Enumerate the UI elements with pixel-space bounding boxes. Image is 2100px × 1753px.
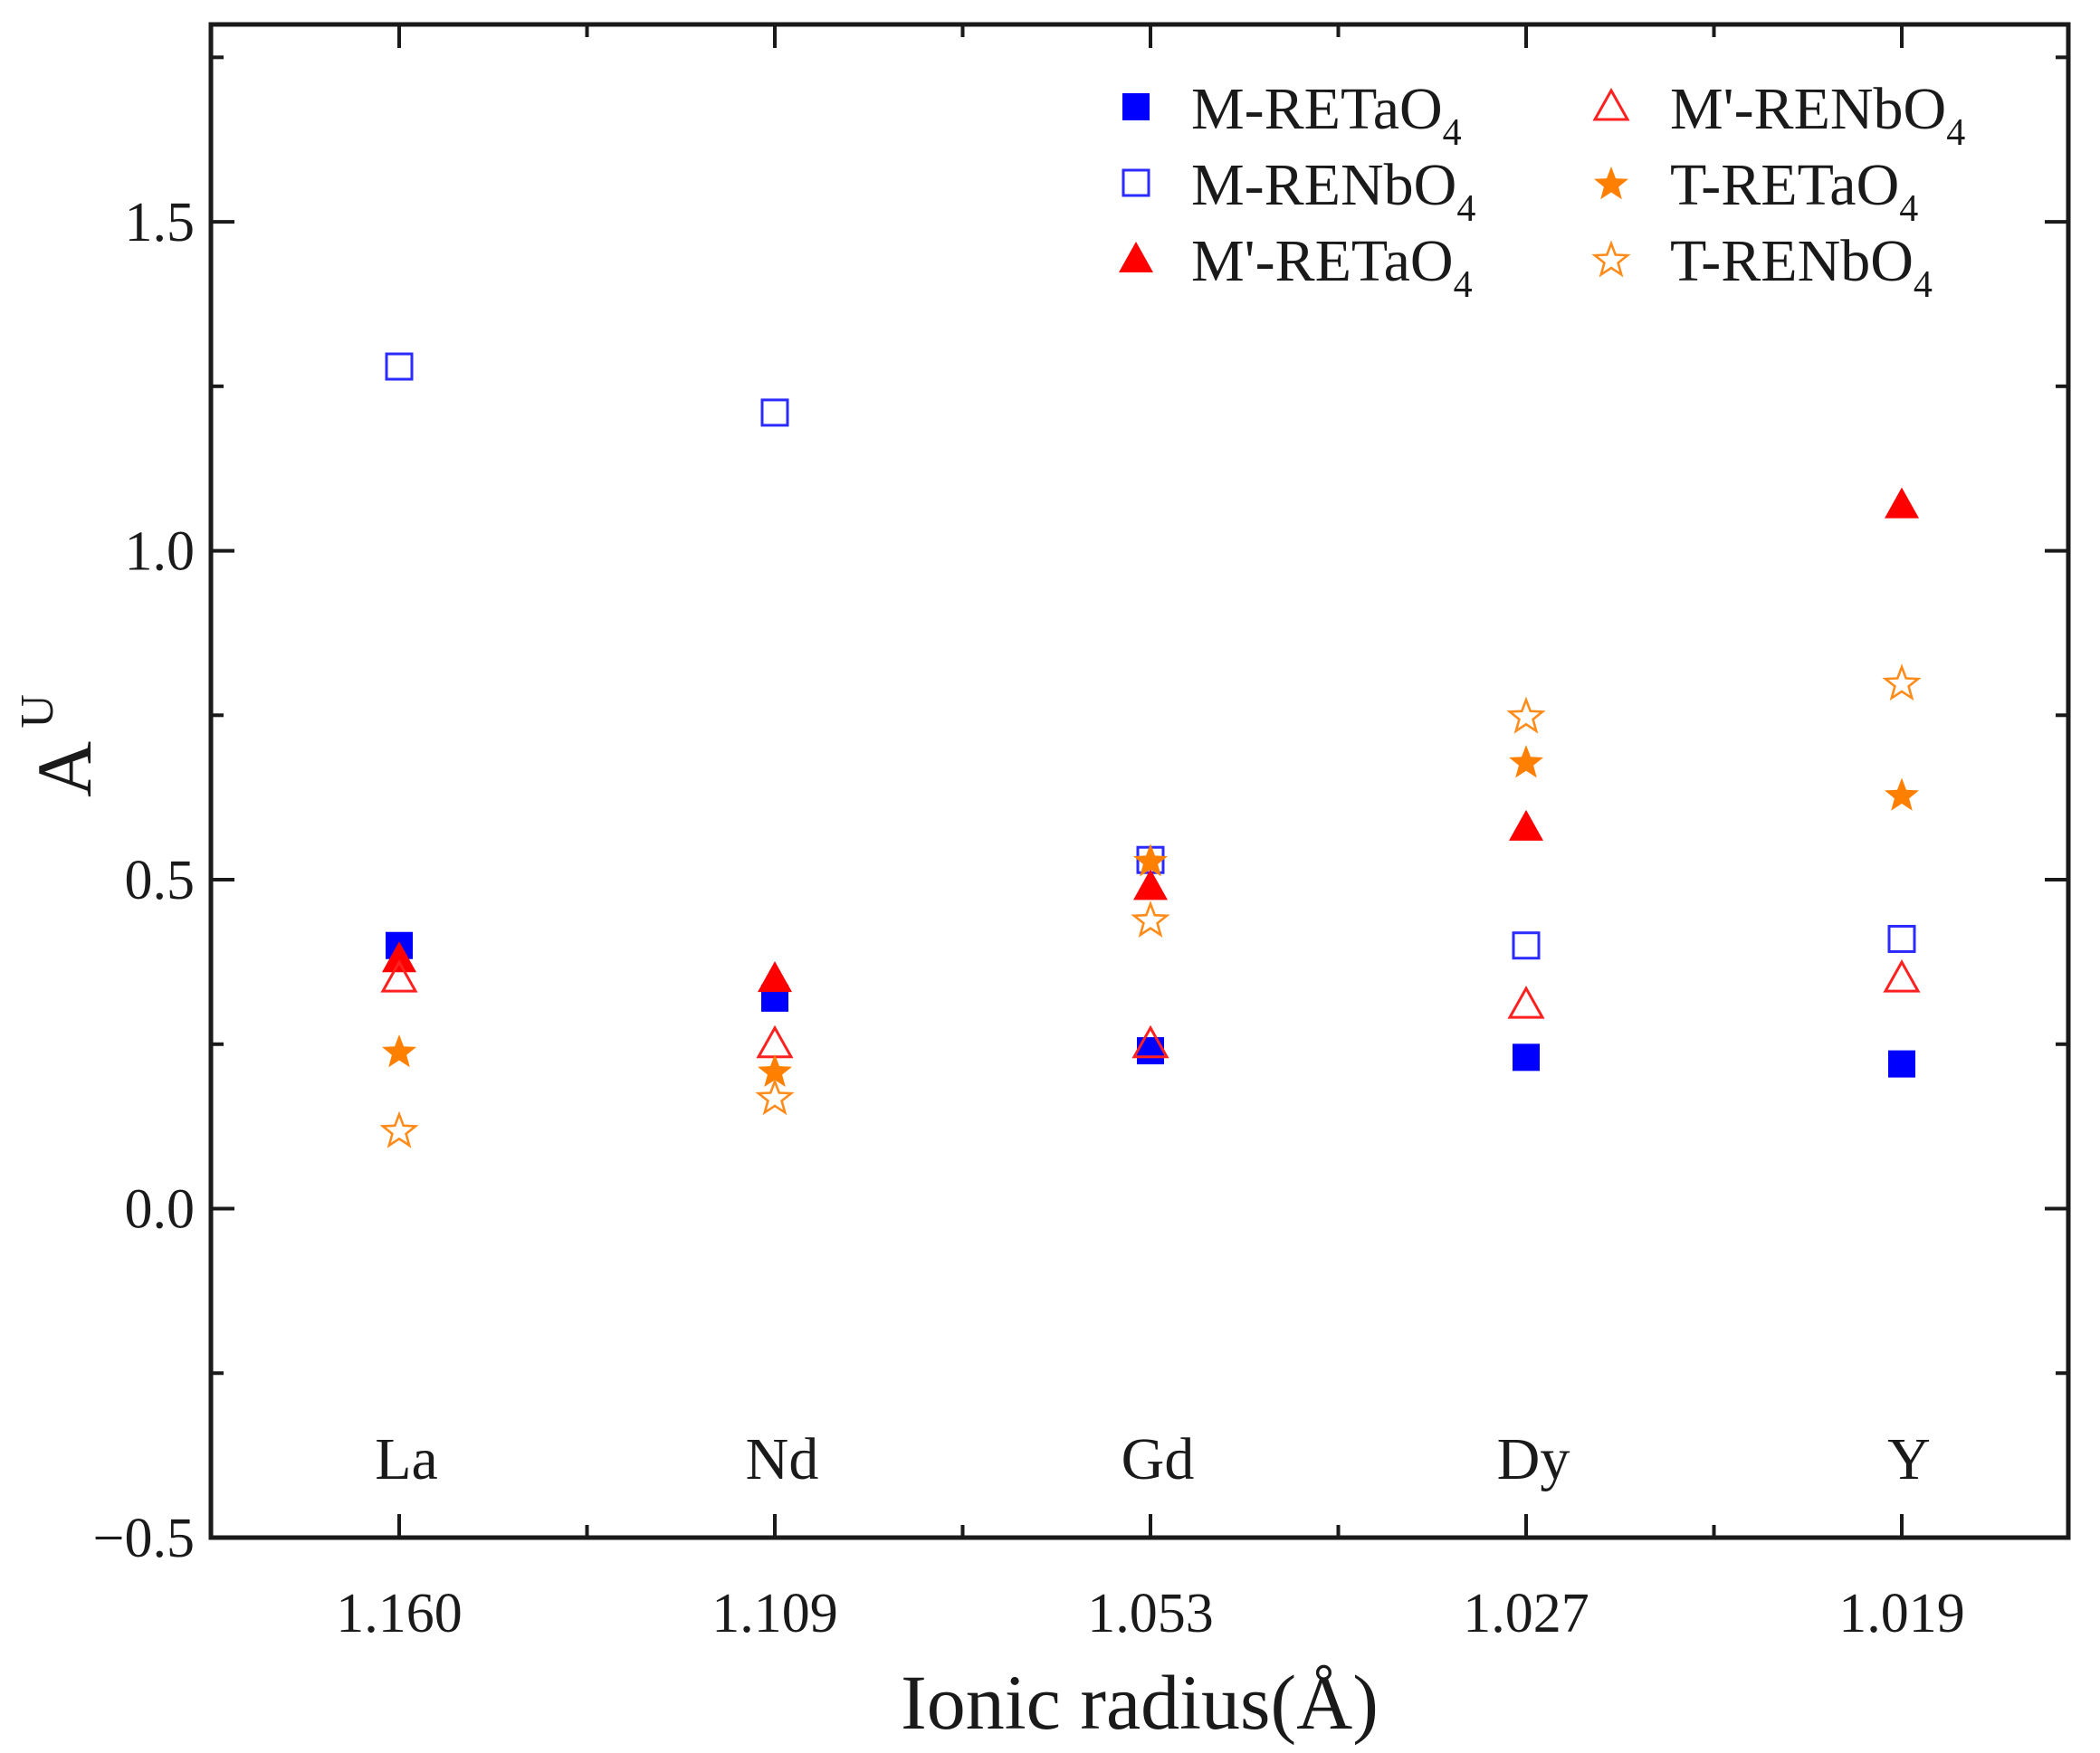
legend-label: M-RETaO4 (1191, 76, 1462, 154)
data-point (755, 1078, 795, 1116)
data-point (760, 398, 789, 427)
legend-label: T-RETaO4 (1670, 152, 1918, 230)
data-point (1137, 1037, 1164, 1065)
plot-frame (208, 22, 2071, 1540)
data-point (382, 1034, 416, 1068)
data-points (379, 352, 1922, 1148)
axis-ticks (211, 24, 2068, 1539)
data-point (1133, 869, 1168, 900)
x-tick-label: 1.160 (336, 1583, 463, 1644)
data-point (758, 961, 792, 993)
x-tick-label: 1.027 (1463, 1583, 1589, 1644)
element-labels: La Nd Gd Dy Y (375, 1426, 1931, 1492)
y-axis-title: A U (12, 694, 108, 797)
data-point (1506, 696, 1546, 734)
data-point (379, 1110, 419, 1148)
y-tick-label: 0.0 (125, 1179, 196, 1241)
data-point (1882, 663, 1922, 701)
legend-label: T-RENbO4 (1670, 228, 1933, 306)
data-point (758, 1053, 792, 1087)
y-tick-label: −0.5 (93, 1508, 195, 1569)
element-label: Dy (1497, 1426, 1570, 1492)
data-point (1883, 959, 1921, 993)
y-tick-label: 1.5 (125, 192, 196, 253)
data-point (1887, 924, 1916, 953)
legend-marker (1122, 93, 1150, 120)
x-axis-title: Ionic radius(Å) (901, 1659, 1379, 1746)
legend-marker (1591, 240, 1631, 278)
data-point (1131, 900, 1170, 938)
legend-subscript: 4 (1946, 112, 1965, 154)
y-tick-label: 1.0 (125, 521, 196, 583)
data-point (756, 1024, 794, 1059)
data-point (1888, 1050, 1915, 1078)
element-label: Gd (1122, 1426, 1195, 1492)
x-tick-label: 1.053 (1087, 1583, 1214, 1644)
data-point (1509, 809, 1543, 841)
data-point (1885, 487, 1919, 519)
data-point (1885, 777, 1919, 811)
legend-subscript: 4 (1914, 264, 1933, 306)
y-tick-label: 0.5 (125, 850, 196, 911)
legend-label: M'-RETaO4 (1191, 228, 1473, 306)
element-label: La (375, 1426, 438, 1492)
data-point (1133, 843, 1168, 877)
x-tick-labels: 1.160 1.109 1.053 1.027 1.019 (336, 1583, 1965, 1644)
x-tick-label: 1.019 (1838, 1583, 1965, 1644)
y-tick-labels: −0.5 0.0 0.5 1.0 1.5 (93, 192, 195, 1569)
legend-label: M-RENbO4 (1191, 152, 1475, 230)
legend-label: M'-RENbO4 (1670, 76, 1965, 154)
legend-subscript: 4 (1443, 112, 1462, 154)
element-label: Nd (746, 1426, 819, 1492)
legend-marker (1594, 167, 1628, 200)
element-label: Y (1887, 1426, 1931, 1492)
data-point (380, 959, 418, 993)
data-point (1512, 931, 1541, 960)
data-point (1509, 745, 1543, 778)
legend-marker (1122, 168, 1150, 197)
legend-marker (1592, 87, 1630, 121)
legend-subscript: 4 (1456, 188, 1475, 230)
data-point (382, 941, 416, 973)
data-point (1513, 1043, 1540, 1072)
data-point (1507, 986, 1545, 1019)
legend-subscript: 4 (1899, 188, 1918, 230)
y-axis-title-main: A (21, 741, 108, 797)
data-point (1131, 1024, 1169, 1059)
y-axis-title-superscript: U (12, 694, 63, 729)
legend-marker (1119, 242, 1153, 272)
legend-subscript: 4 (1454, 264, 1473, 306)
data-point (385, 352, 414, 381)
x-tick-label: 1.109 (711, 1583, 838, 1644)
